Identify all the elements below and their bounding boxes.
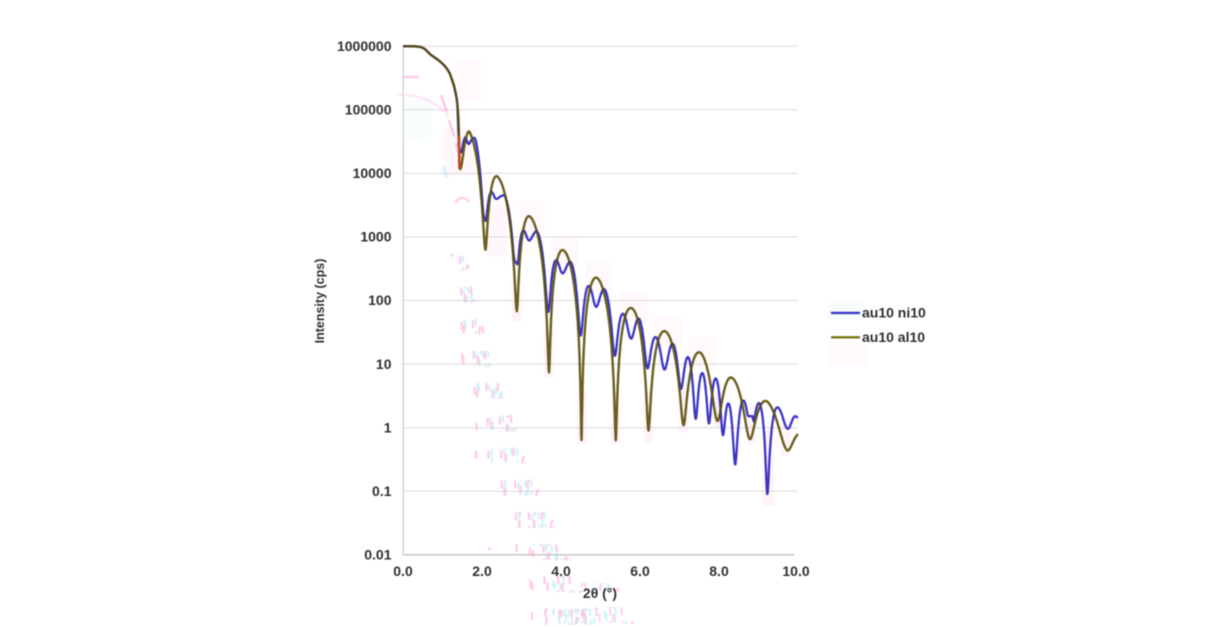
svg-text:6.0: 6.0 <box>630 563 650 579</box>
svg-text:4.0: 4.0 <box>551 563 571 579</box>
svg-text:10: 10 <box>376 356 392 372</box>
svg-text:8.0: 8.0 <box>709 563 729 579</box>
svg-text:1000: 1000 <box>360 229 391 245</box>
svg-text:au10 al10: au10 al10 <box>862 329 925 345</box>
svg-text:au10 ni10: au10 ni10 <box>862 305 926 321</box>
svg-text:1: 1 <box>384 419 392 435</box>
svg-text:10000: 10000 <box>353 165 392 181</box>
svg-text:100: 100 <box>368 292 392 308</box>
svg-text:0.01: 0.01 <box>364 547 391 563</box>
svg-text:2θ (°): 2θ (°) <box>583 585 617 601</box>
svg-text:1000000: 1000000 <box>337 38 392 54</box>
svg-text:0.1: 0.1 <box>372 483 392 499</box>
svg-text:Intensity (cps): Intensity (cps) <box>313 259 327 344</box>
svg-text:2.0: 2.0 <box>472 563 492 579</box>
svg-text:100000: 100000 <box>345 102 392 118</box>
svg-text:10.0: 10.0 <box>782 563 809 579</box>
svg-text:0.0: 0.0 <box>393 563 413 579</box>
